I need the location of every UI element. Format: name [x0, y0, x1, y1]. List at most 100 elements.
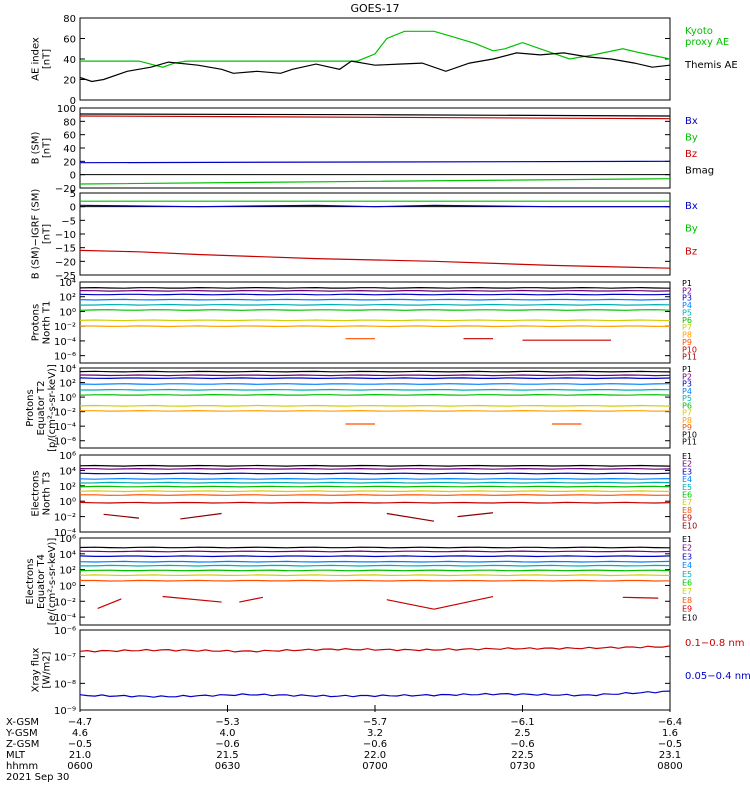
series-segment-e10 — [103, 513, 140, 519]
series-line-e6 — [79, 569, 671, 572]
y-tick-label: 40 — [63, 144, 76, 155]
x-row-value: 4.0 — [220, 728, 236, 739]
x-row-value: 21.5 — [216, 750, 238, 761]
legend-item: P4 — [682, 301, 692, 310]
y-tick-label: 20 — [63, 76, 76, 87]
panel-xray: 10⁻⁶ 10⁻⁷ 10⁻⁸ 10⁻⁹ Xray flux [W/m2] 0.1−0.8 n… — [31, 626, 750, 717]
y-tick-label: 10⁻⁶ — [54, 626, 76, 637]
x-row-value: 0700 — [362, 761, 387, 772]
y-axis-label: Xray flux — [31, 648, 42, 693]
legend-item: P4 — [682, 387, 692, 396]
y-tick-label: 10⁻⁴ — [54, 422, 76, 433]
y-axis-label: Protons — [31, 304, 42, 341]
y-tick-label: 10⁻⁴ — [54, 613, 76, 624]
y-axis-label: Equator T4 — [36, 554, 47, 609]
series-line-p6 — [79, 309, 671, 311]
panel-frame — [79, 192, 671, 276]
legend-item: E3 — [682, 552, 692, 561]
series-line-e7 — [79, 490, 671, 493]
x-row-value: −6.1 — [510, 717, 534, 728]
y-tick-label: 10⁴ — [59, 278, 76, 289]
series-line-p5 — [79, 303, 671, 306]
y-tick-label: 10² — [59, 293, 76, 304]
legend-item: Bx — [685, 201, 698, 212]
series-segment-e10 — [386, 512, 435, 522]
legend-item: E9 — [682, 514, 692, 523]
legend-item: P1 — [682, 279, 692, 288]
series-line-bx — [79, 204, 670, 208]
y-tick-label: 10⁻⁶ — [54, 352, 76, 363]
legend-item: P2 — [682, 372, 692, 381]
legend-item: 0.05−0.4 nm — [685, 671, 750, 682]
y-tick-label: 0 — [70, 203, 76, 214]
y-tick-label: −20 — [55, 184, 76, 195]
series-line-p4 — [79, 298, 671, 301]
x-row-value: 22.5 — [511, 750, 533, 761]
y-axis-label: [nT] — [42, 138, 53, 158]
series-segment-e10 — [180, 512, 222, 520]
legend-item: E6 — [682, 491, 692, 500]
y-tick-label: 80 — [63, 14, 76, 25]
series-line-p3 — [79, 293, 671, 296]
series-line-p7 — [79, 404, 671, 407]
x-row-value: 0800 — [657, 761, 682, 772]
legend-item: Bz — [685, 149, 697, 160]
y-tick-label: −10 — [55, 230, 76, 241]
y-axis-label: Protons — [25, 389, 36, 426]
y-tick-label: 10⁶ — [59, 451, 76, 462]
y-tick-label: 80 — [63, 117, 76, 128]
legend-item: E8 — [682, 506, 692, 515]
y-axis-label: [p/(cm²-s-sr-keV)] — [47, 364, 58, 452]
legend-item: P11 — [682, 438, 697, 447]
legend-item: P7 — [682, 323, 692, 332]
y-tick-label: 10⁻⁴ — [54, 337, 76, 348]
y-tick-label: 10² — [59, 566, 76, 577]
y-tick-label: 60 — [63, 35, 76, 46]
legend-item: E2 — [682, 460, 692, 469]
y-tick-label: 10⁻⁹ — [54, 706, 76, 717]
legend-item: 0.1−0.8 nm — [685, 638, 744, 649]
series-segment-e9 — [386, 599, 435, 610]
series-line-e4 — [79, 477, 671, 480]
legend-item: P10 — [682, 345, 697, 354]
panel-frame — [79, 629, 671, 711]
legend-item: E10 — [682, 613, 697, 622]
legend-item: E1 — [682, 452, 692, 461]
x-row-value: 0630 — [215, 761, 240, 772]
y-tick-label: 10⁻⁶ — [54, 437, 76, 448]
y-tick-label: 10⁴ — [59, 364, 76, 375]
y-tick-label: 0 — [70, 171, 76, 182]
x-row-label: hhmm — [6, 761, 38, 772]
panel-pe: 10⁴ 10² 10⁰ 10⁻² 10⁻⁴ 10⁻⁶ Protons Equator T2 [p… — [25, 364, 697, 452]
chart-title: GOES-17 — [350, 2, 399, 15]
x-row-value: −5.3 — [215, 717, 239, 728]
x-row-value: 2.5 — [515, 728, 531, 739]
legend-item: P9 — [682, 423, 692, 432]
y-tick-label: 10² — [59, 379, 76, 390]
y-tick-label: 10⁻⁴ — [54, 528, 76, 539]
y-tick-label: −20 — [55, 257, 76, 268]
x-row-value: 0730 — [510, 761, 535, 772]
y-tick-label: 10⁻² — [54, 322, 76, 333]
x-row-value: 1.6 — [662, 728, 678, 739]
series-line-e4 — [79, 560, 671, 563]
legend-item: P7 — [682, 409, 692, 418]
legend-item: E2 — [682, 544, 692, 553]
y-tick-label: 10⁻⁸ — [54, 679, 76, 690]
panel-bigrf: 5 0 −5 −10 −15 −20 −25 B (SM)−IGRF (SM) [nT] Bx By… — [31, 189, 698, 282]
legend-item: P9 — [682, 338, 692, 347]
y-axis-label: North T1 — [42, 301, 53, 345]
legend-item: E3 — [682, 467, 692, 476]
y-axis-label: B (SM)−IGRF (SM) — [31, 189, 42, 280]
series-line-e8 — [80, 494, 671, 496]
legend-item: E4 — [682, 561, 692, 570]
y-tick-label: 5 — [70, 189, 76, 200]
legend-item: E5 — [682, 483, 692, 492]
series-line-e5 — [79, 481, 671, 484]
x-row-value: −6.4 — [658, 717, 682, 728]
x-row-value: −5.7 — [363, 717, 387, 728]
x-row-value: −0.6 — [363, 739, 387, 750]
